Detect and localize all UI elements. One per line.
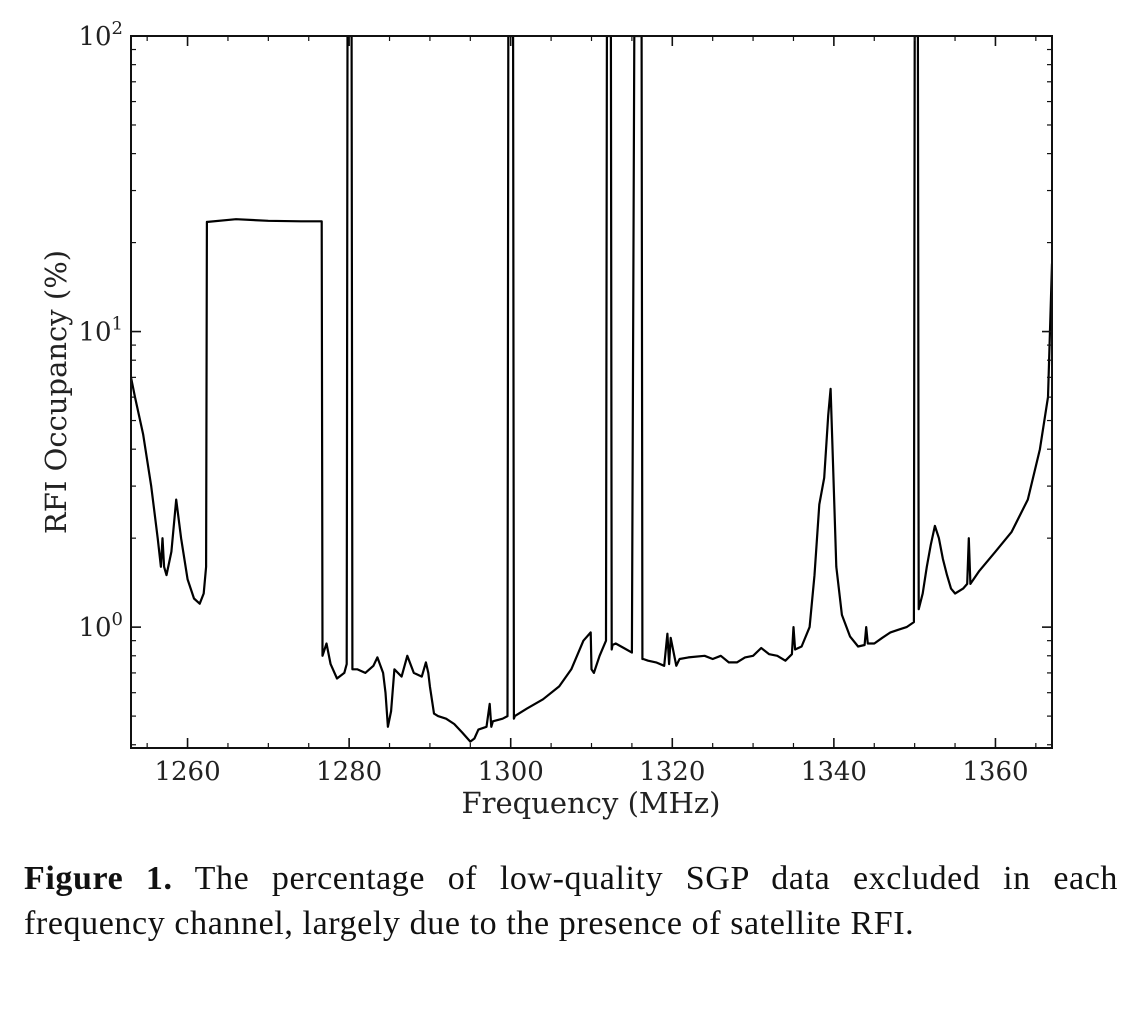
y-tick-label: 101 bbox=[78, 314, 123, 348]
y-tick-label: 102 bbox=[78, 18, 123, 52]
rfi-occupancy-line bbox=[131, 36, 1052, 743]
x-tick-label: 1280 bbox=[316, 757, 382, 787]
y-axis-label: RFI Occupancy (%) bbox=[39, 250, 73, 534]
caption-label: Figure 1. bbox=[24, 860, 173, 897]
figure-caption: Figure 1. The percentage of low-quality … bbox=[24, 856, 1118, 946]
caption-text: The percentage of low-quality SGP data e… bbox=[24, 860, 1118, 942]
x-axis-label: Frequency (MHz) bbox=[462, 786, 721, 820]
chart: 1260 1280 1300 1320 1340 1360 100 101 102 Frequ… bbox=[39, 18, 1053, 820]
x-tick-label: 1320 bbox=[639, 757, 705, 787]
x-tick-labels: 1260 1280 1300 1320 1340 1360 bbox=[154, 757, 1028, 787]
x-tick-label: 1340 bbox=[801, 757, 867, 787]
y-tick-label: 100 bbox=[78, 609, 123, 643]
x-tick-label: 1360 bbox=[962, 757, 1028, 787]
axis-ticks bbox=[131, 35, 1052, 748]
x-tick-label: 1300 bbox=[478, 757, 544, 787]
x-tick-label: 1260 bbox=[154, 757, 220, 787]
y-tick-labels: 100 101 102 bbox=[78, 18, 123, 643]
